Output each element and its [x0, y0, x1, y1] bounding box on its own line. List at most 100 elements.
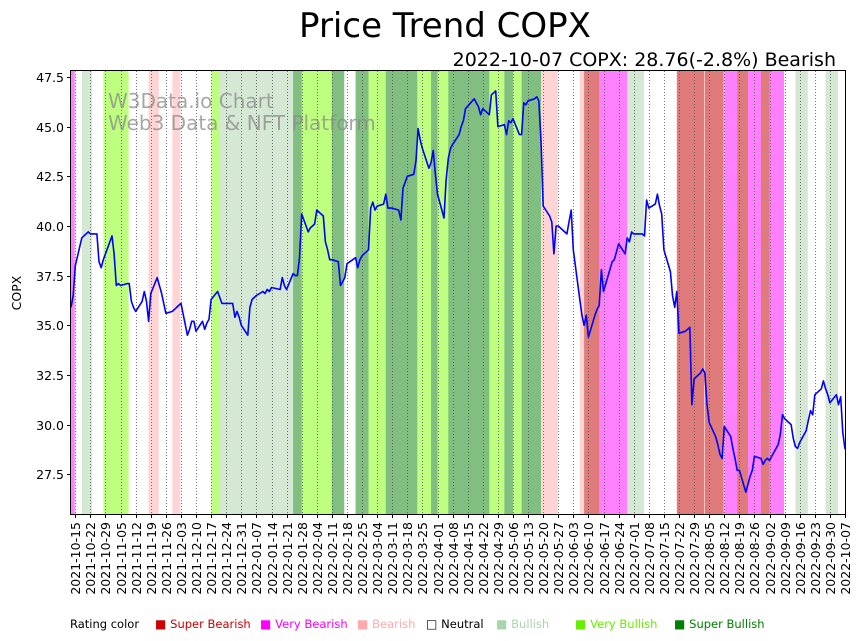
rating-band-very-bullish — [103, 71, 129, 514]
rating-band-super-bearish — [709, 71, 724, 514]
x-tick-label: 2021-10-22 — [83, 522, 98, 595]
x-tick-label: 2022-02-04 — [310, 522, 325, 595]
legend-item-bearish: ■ Bearish — [357, 617, 415, 631]
legend-swatch-icon: ■ — [260, 617, 276, 631]
rating-band-very-bearish — [724, 71, 739, 514]
rating-band-bullish — [795, 71, 808, 514]
x-tick-label: 2022-05-27 — [551, 522, 566, 595]
x-tick-label: 2021-11-12 — [129, 522, 144, 595]
rating-band-bearish — [541, 71, 558, 514]
plot-frame — [70, 70, 846, 515]
x-tick-label: 2022-03-18 — [400, 522, 415, 595]
x-tick-label: 2021-12-24 — [219, 522, 234, 595]
rating-band-bullish — [627, 71, 644, 514]
legend-label: Neutral — [441, 617, 484, 631]
x-tick-label: 2022-03-04 — [370, 522, 385, 595]
legend-label: Super Bullish — [689, 617, 765, 631]
legend-item-neutral: □ Neutral — [426, 617, 484, 631]
x-tick-label: 2022-07-01 — [627, 522, 642, 595]
rating-band-very-bullish — [368, 71, 388, 514]
legend-swatch-icon: ■ — [357, 617, 373, 631]
x-tick-label: 2022-02-11 — [325, 522, 340, 595]
y-tick-label: 42.5 — [36, 169, 64, 184]
x-tick-label: 2022-08-19 — [732, 522, 747, 595]
rating-band-super-bullish — [355, 71, 371, 514]
price-line — [70, 90, 846, 493]
legend-item-very-bearish: ■ Very Bearish — [260, 617, 348, 631]
rating-band-bullish — [81, 71, 93, 514]
legend-label: Bullish — [511, 617, 550, 631]
x-tick-label: 2021-11-05 — [114, 522, 129, 595]
rating-band-super-bullish — [293, 71, 304, 514]
x-tick-label: 2022-09-23 — [808, 522, 823, 595]
x-tick-label: 2022-07-15 — [657, 522, 672, 595]
x-tick-label: 2022-06-10 — [581, 522, 596, 595]
rating-band-very-bullish — [418, 71, 433, 514]
x-axis: 2021-10-15 2021-10-22 2021-10-29 2021-11-05… — [68, 514, 853, 595]
chart-subtitle: 2022-10-07 COPX: 28.76(-2.8%) Bearish — [453, 49, 836, 71]
rating-band-super-bearish — [704, 71, 711, 514]
legend-title: Rating color — [70, 617, 140, 631]
x-tick-label: 2022-03-25 — [415, 522, 430, 595]
legend-swatch-icon: ■ — [575, 617, 591, 631]
legend-label: Super Bearish — [170, 617, 251, 631]
x-tick-label: 2022-05-06 — [506, 522, 521, 595]
x-tick-label: 2022-05-20 — [536, 522, 551, 595]
watermark-line: W3Data.io Chart — [108, 89, 274, 113]
rating-band-bullish — [219, 71, 295, 514]
legend-swatch-icon: ■ — [155, 617, 171, 631]
rating-band-bearish — [172, 71, 181, 514]
y-tick-label: 35.0 — [36, 318, 64, 333]
rating-band-super-bullish — [521, 71, 543, 514]
x-tick-label: 2022-04-08 — [446, 522, 461, 595]
rating-band-super-bullish — [431, 71, 440, 514]
x-tick-label: 2021-12-31 — [234, 522, 249, 595]
x-tick-label: 2022-09-30 — [823, 522, 838, 595]
x-tick-label: 2021-12-10 — [189, 522, 204, 595]
x-tick-label: 2022-10-07 — [838, 522, 853, 595]
x-tick-label: 2022-06-24 — [612, 522, 627, 595]
y-tick-label: 37.5 — [36, 269, 64, 284]
rating-bands — [71, 71, 838, 514]
x-tick-label: 2022-02-25 — [355, 522, 370, 595]
rating-band-very-bullish — [512, 71, 524, 514]
x-tick-label: 2022-07-29 — [687, 522, 702, 595]
rating-band-very-bearish — [747, 71, 763, 514]
legend-swatch-icon: ■ — [496, 617, 512, 631]
x-tick-label: 2021-11-26 — [159, 522, 174, 595]
rating-band-super-bullish — [504, 71, 515, 514]
rating-band-bearish — [148, 71, 159, 514]
rating-band-very-bearish — [599, 71, 629, 514]
y-axis-label: COPX — [9, 275, 24, 310]
rating-band-very-bullish — [437, 71, 450, 514]
x-tick-label: 2022-04-01 — [431, 522, 446, 595]
y-tick-label: 30.0 — [36, 418, 64, 433]
y-tick-label: 32.5 — [36, 368, 64, 383]
x-tick-label: 2022-09-16 — [793, 522, 808, 595]
legend-swatch-icon: ■ — [674, 617, 690, 631]
x-tick-label: 2022-04-22 — [476, 522, 491, 595]
rating-band-bullish — [825, 71, 838, 514]
legend-label: Very Bullish — [590, 617, 658, 631]
x-tick-label: 2021-12-03 — [174, 522, 189, 595]
x-gridlines — [75, 71, 846, 514]
x-tick-label: 2021-12-17 — [204, 522, 219, 595]
legend-item-super-bullish: ■ Super Bullish — [674, 617, 765, 631]
x-tick-label: 2022-04-29 — [491, 522, 506, 595]
x-tick-label: 2021-11-19 — [144, 522, 159, 595]
rating-band-very-bullish — [489, 71, 506, 514]
chart-title: Price Trend COPX — [299, 6, 591, 46]
x-tick-label: 2022-08-05 — [702, 522, 717, 595]
y-tick-label: 40.0 — [36, 219, 64, 234]
y-axis: 27.5 30.0 32.5 35.0 37.5 40.0 42.5 45.0 47.5 — [36, 70, 71, 482]
x-tick-label: 2022-08-26 — [747, 522, 762, 595]
legend-item-super-bearish: ■ Super Bearish — [155, 617, 251, 631]
rating-band-super-bullish — [385, 71, 418, 514]
legend-label: Very Bearish — [275, 617, 348, 631]
x-tick-label: 2022-09-02 — [763, 522, 778, 595]
rating-band-very-bearish — [769, 71, 785, 514]
x-tick-label: 2022-02-18 — [340, 522, 355, 595]
x-tick-label: 2022-06-17 — [597, 522, 612, 595]
